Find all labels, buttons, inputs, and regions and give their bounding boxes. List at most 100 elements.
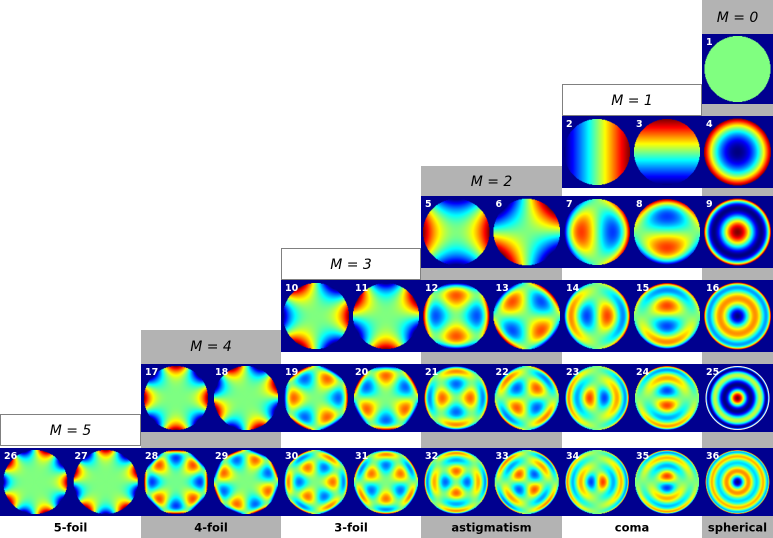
mode-index-label: 5 xyxy=(425,199,432,210)
mode-map-12 xyxy=(423,282,490,350)
zernike-mode-31: 31 xyxy=(354,450,418,514)
mode-index-label: 30 xyxy=(285,451,299,462)
column-header-box-m1 xyxy=(562,84,702,116)
zernike-mode-24: 24 xyxy=(635,366,699,430)
mode-index-label: 29 xyxy=(215,451,228,462)
mode-index-label: 24 xyxy=(636,367,650,378)
mode-map-22 xyxy=(494,366,559,430)
group-family-label-m0: spherical xyxy=(708,521,767,535)
group-family-label-m1: coma xyxy=(615,521,649,535)
mode-map-29 xyxy=(214,450,278,514)
mode-map-35 xyxy=(635,450,699,514)
group-header-m1: M = 1 xyxy=(611,93,653,109)
mode-map-20 xyxy=(354,366,418,430)
mode-map-11 xyxy=(353,283,419,349)
mode-map-3 xyxy=(634,119,700,185)
zernike-mode-14: 14 xyxy=(564,283,630,349)
mode-map-17 xyxy=(144,366,208,430)
mode-index-label: 7 xyxy=(566,199,573,210)
column-header-box-m5 xyxy=(0,414,141,446)
mode-map-13 xyxy=(493,282,560,350)
mode-map-10 xyxy=(283,283,349,349)
zernike-mode-32: 32 xyxy=(424,450,489,514)
mode-map-5 xyxy=(423,198,490,266)
mode-index-label: 9 xyxy=(706,199,713,210)
zernike-mode-11: 11 xyxy=(353,283,419,349)
mode-index-label: 2 xyxy=(566,119,573,130)
zernike-mode-27: 27 xyxy=(73,450,138,514)
zernike-mode-30: 30 xyxy=(284,450,348,514)
zernike-mode-7: 7 xyxy=(564,199,630,265)
zernike-mode-18: 18 xyxy=(214,366,278,430)
mode-index-label: 8 xyxy=(636,199,643,210)
mode-map-4 xyxy=(704,118,771,186)
group-family-label-m3: 3-foil xyxy=(334,521,368,535)
zernike-mode-17: 17 xyxy=(144,366,208,430)
group-header-m0: M = 0 xyxy=(717,10,759,26)
zernike-mode-28: 28 xyxy=(144,450,208,514)
zernike-mode-6: 6 xyxy=(493,198,560,266)
mode-rim xyxy=(705,366,770,430)
mode-map-16 xyxy=(704,282,771,350)
mode-map-34 xyxy=(565,450,629,514)
mode-index-label: 17 xyxy=(145,367,158,378)
zernike-mode-1: 1 xyxy=(704,36,771,102)
zernike-mode-15: 15 xyxy=(634,283,700,349)
column-header-box-m3 xyxy=(281,248,421,280)
group-header-m5: M = 5 xyxy=(50,423,92,439)
zernike-mode-12: 12 xyxy=(423,282,490,350)
group-header-m3: M = 3 xyxy=(330,257,372,273)
mode-index-label: 36 xyxy=(706,451,720,462)
mode-map-9 xyxy=(704,198,771,266)
group-family-label-m2: astigmatism xyxy=(451,521,531,535)
mode-map-6 xyxy=(493,198,560,266)
mode-index-label: 21 xyxy=(425,367,438,378)
mode-index-label: 11 xyxy=(355,283,368,294)
zernike-mode-13: 13 xyxy=(493,282,560,350)
mode-map-33 xyxy=(494,450,559,514)
mode-index-label: 14 xyxy=(566,283,580,294)
mode-map-21 xyxy=(424,366,489,430)
mode-index-label: 25 xyxy=(706,367,719,378)
mode-map-15 xyxy=(634,283,700,349)
mode-map-23 xyxy=(565,366,629,430)
mode-map-25 xyxy=(705,366,770,430)
mode-index-label: 10 xyxy=(285,283,299,294)
labels-layer: M = 5 5-foil M = 4 4-foil M = 3 3-foil M = 2 as… xyxy=(50,10,767,535)
zernike-mode-34: 34 xyxy=(565,450,629,514)
mode-index-label: 34 xyxy=(566,451,580,462)
mode-map-24 xyxy=(635,366,699,430)
mode-index-label: 23 xyxy=(566,367,579,378)
mode-map-2 xyxy=(564,119,630,185)
zernike-mode-4: 4 xyxy=(704,118,771,186)
zernike-mode-10: 10 xyxy=(283,283,349,349)
mode-index-label: 3 xyxy=(636,119,643,130)
mode-index-label: 4 xyxy=(706,119,713,130)
mode-map-19 xyxy=(284,366,348,430)
zernike-mode-23: 23 xyxy=(565,366,629,430)
mode-map-7 xyxy=(564,199,630,265)
zernike-mode-25: 25 xyxy=(705,366,770,430)
mode-index-label: 33 xyxy=(496,451,509,462)
mode-index-label: 6 xyxy=(496,199,503,210)
mode-index-label: 15 xyxy=(636,283,649,294)
mode-index-label: 28 xyxy=(145,451,159,462)
mode-index-label: 32 xyxy=(425,451,438,462)
zernike-mode-21: 21 xyxy=(424,366,489,430)
mode-index-label: 18 xyxy=(215,367,229,378)
zernike-mode-3: 3 xyxy=(634,119,700,185)
mode-index-label: 12 xyxy=(425,283,438,294)
zernike-mode-16: 16 xyxy=(704,282,771,350)
mode-map-14 xyxy=(564,283,630,349)
mode-map-32 xyxy=(424,450,489,514)
mode-index-label: 35 xyxy=(636,451,649,462)
mode-index-label: 26 xyxy=(4,451,18,462)
zernike-mode-19: 19 xyxy=(284,366,348,430)
mode-map-30 xyxy=(284,450,348,514)
mode-index-label: 22 xyxy=(496,367,509,378)
zernike-mode-36: 36 xyxy=(705,450,770,514)
mode-map-18 xyxy=(214,366,278,430)
mode-index-label: 13 xyxy=(496,283,509,294)
